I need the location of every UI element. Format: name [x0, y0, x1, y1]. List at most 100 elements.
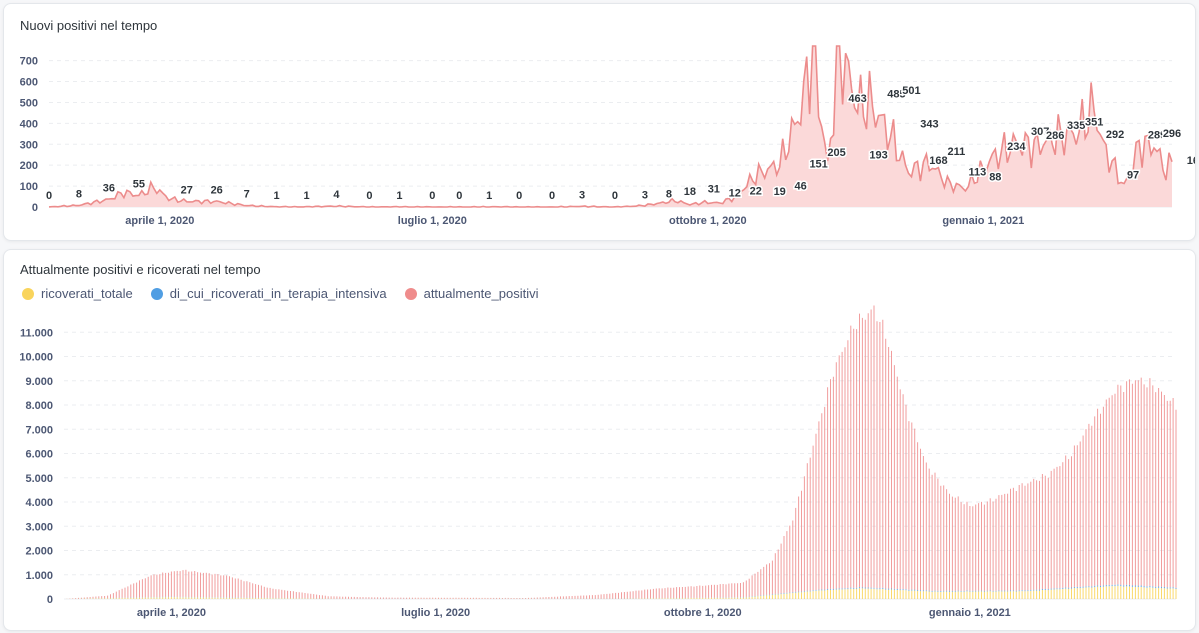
data-label: 3 — [642, 189, 648, 201]
data-label-halo: 0 — [456, 190, 462, 202]
legend-item-ricoverati-totale[interactable]: ricoverati_totale — [22, 286, 133, 301]
data-label: 8 — [666, 188, 672, 200]
data-label: 0 — [612, 190, 618, 202]
data-label: 26 — [211, 185, 223, 197]
data-label: 1 — [303, 190, 309, 202]
data-label-halo: 501 — [902, 85, 920, 97]
data-label-halo: 0 — [549, 190, 555, 202]
data-label: 501 — [902, 85, 920, 97]
data-label-halo: 335 — [1067, 120, 1085, 132]
legend-dot-icon — [150, 287, 163, 300]
data-label: 8 — [76, 188, 82, 200]
data-label: 307 — [1031, 126, 1049, 138]
y-tick-label: 0 — [32, 202, 38, 214]
data-label: 289 — [1148, 130, 1166, 142]
y-tick-label: 100 — [20, 181, 38, 193]
data-label-halo: 292 — [1106, 129, 1124, 141]
data-label-halo: 1 — [303, 190, 309, 202]
data-label: 3 — [579, 189, 585, 201]
y-tick-label: 700 — [20, 56, 38, 68]
data-label-halo: 12 — [729, 187, 741, 199]
y-tick-label: 400 — [20, 118, 38, 130]
y-tick-label: 11.000 — [20, 327, 53, 339]
y-tick-label: 500 — [20, 97, 38, 109]
data-label: 485 — [887, 89, 905, 101]
y-tick-label: 7.000 — [25, 424, 53, 436]
data-label: 97 — [1127, 170, 1139, 182]
data-label-halo: 26 — [211, 185, 223, 197]
data-label: 0 — [456, 190, 462, 202]
chart-title: Attualmente positivi e ricoverati nel te… — [20, 262, 261, 277]
data-label-halo: 211 — [948, 146, 966, 158]
data-label-halo: 0 — [429, 190, 435, 202]
data-label-halo: 307 — [1031, 126, 1049, 138]
data-label: 234 — [1007, 141, 1026, 153]
data-label-halo: 168 — [929, 155, 947, 167]
data-label-halo: 296 — [1163, 128, 1181, 140]
data-label: 335 — [1067, 120, 1085, 132]
data-label: 1 — [396, 190, 402, 202]
data-label-halo: 1 — [486, 190, 492, 202]
data-label-halo: 351 — [1085, 117, 1103, 129]
legend-dot-icon — [22, 287, 34, 300]
data-label: 193 — [869, 150, 887, 162]
data-label: 351 — [1085, 117, 1103, 129]
data-label-halo: 3 — [579, 189, 585, 201]
data-label: 36 — [103, 182, 115, 194]
data-label: 168 — [1187, 155, 1195, 167]
data-label: 0 — [516, 190, 522, 202]
data-label-halo: 46 — [795, 180, 807, 192]
data-label-halo: 1 — [274, 190, 280, 202]
x-tick-label: ottobre 1, 2020 — [669, 215, 747, 227]
data-label-halo: 8 — [666, 188, 672, 200]
x-tick-label: aprile 1, 2020 — [125, 215, 194, 227]
data-label-halo: 0 — [46, 190, 52, 202]
data-label-halo: 7 — [244, 189, 250, 201]
data-label: 88 — [989, 172, 1001, 184]
data-label-halo: 4 — [333, 189, 340, 201]
data-label: 1 — [486, 190, 492, 202]
data-label: 4 — [333, 189, 340, 201]
legend-label: di_cui_ricoverati_in_terapia_intensiva — [169, 286, 387, 301]
y-tick-label: 4.000 — [25, 497, 53, 509]
data-label: 168 — [929, 155, 947, 167]
legend-item-attualmente-positivi[interactable]: attualmente_positivi — [404, 286, 539, 301]
data-label-halo: 88 — [989, 172, 1001, 184]
data-label: 22 — [750, 185, 762, 197]
y-tick-label: 0 — [47, 594, 53, 606]
data-label-halo: 19 — [774, 186, 786, 198]
data-label-halo: 18 — [684, 186, 696, 198]
data-label: 0 — [549, 190, 555, 202]
data-label: 0 — [366, 190, 372, 202]
data-label-halo: 113 — [968, 166, 986, 178]
data-label: 296 — [1163, 128, 1181, 140]
data-label-halo: 22 — [750, 185, 762, 197]
data-label-halo: 97 — [1127, 170, 1139, 182]
data-label: 463 — [848, 93, 866, 105]
data-label-halo: 286 — [1046, 130, 1064, 142]
data-label: 205 — [827, 147, 845, 159]
data-label-halo: 168 — [1187, 155, 1195, 167]
y-tick-label: 6.000 — [25, 449, 53, 461]
data-label-halo: 485 — [887, 89, 905, 101]
data-label-halo: 0 — [516, 190, 522, 202]
y-tick-label: 300 — [20, 139, 38, 151]
legend-item-terapia-intensiva[interactable]: di_cui_ricoverati_in_terapia_intensiva — [150, 286, 387, 301]
y-tick-label: 2.000 — [25, 546, 53, 558]
data-label-halo: 193 — [869, 150, 887, 162]
data-label: 292 — [1106, 129, 1124, 141]
legend-dot-icon — [404, 287, 417, 300]
x-tick-label: gennaio 1, 2021 — [929, 607, 1011, 619]
data-label: 27 — [181, 184, 193, 196]
data-label-halo: 234 — [1007, 141, 1026, 153]
data-label: 211 — [948, 146, 966, 158]
data-label: 46 — [795, 180, 807, 192]
y-tick-label: 9.000 — [25, 376, 53, 388]
data-label: 18 — [684, 186, 696, 198]
chart-title: Nuovi positivi nel tempo — [20, 18, 158, 33]
data-label-halo: 205 — [827, 147, 845, 159]
data-label-halo: 36 — [103, 182, 115, 194]
chart-legend: ricoverati_totale di_cui_ricoverati_in_t… — [22, 286, 539, 301]
data-label: 19 — [774, 186, 786, 198]
